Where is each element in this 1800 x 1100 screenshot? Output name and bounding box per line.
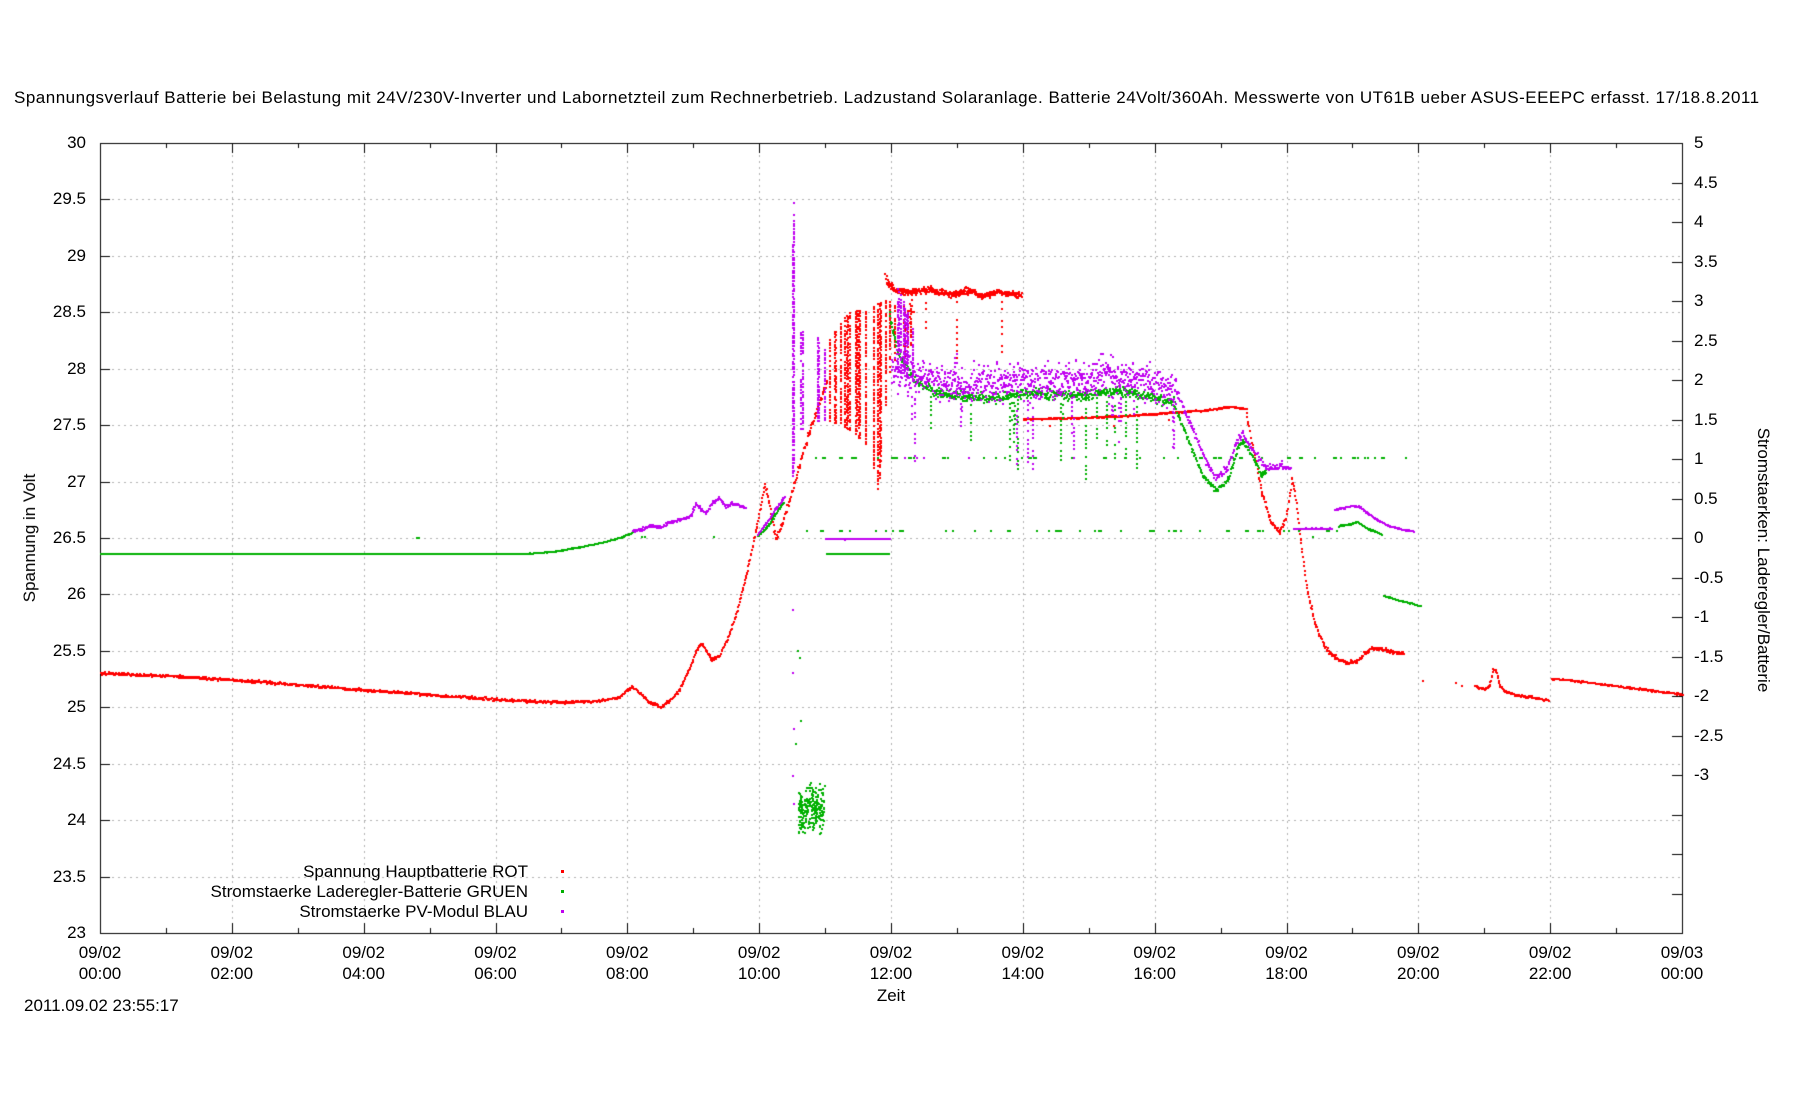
y1-axis-tick-label: 24.5 <box>52 753 86 773</box>
x-axis-tick-label: 09/02 14:00 <box>1001 943 1045 983</box>
y1-axis-tick-label: 30 <box>67 133 86 152</box>
y1-axis-tick-label: 25.5 <box>52 640 86 660</box>
legend-entry-voltage: Spannung Hauptbatterie ROT <box>0 862 564 882</box>
x-axis-tick-label: 09/02 00:00 <box>78 943 122 983</box>
y2-axis-tick-label: 3 <box>1694 291 1704 310</box>
y2-axis-tick-label: 2.5 <box>1694 330 1718 350</box>
y1-axis-tick-label: 25 <box>67 697 86 717</box>
x-axis-tick-label: 09/02 22:00 <box>1528 943 1572 983</box>
y1-axis-tick-label: 29.5 <box>52 189 86 209</box>
y2-axis-tick-label: -1 <box>1694 607 1710 626</box>
chart-title: Spannungsverlauf Batterie bei Belastung … <box>14 88 1760 107</box>
y2-axis-tick-label: -2 <box>1694 686 1710 705</box>
legend-label-voltage: Spannung Hauptbatterie ROT <box>303 862 528 881</box>
x-axis-tick-label: 09/02 02:00 <box>210 943 254 983</box>
y2-axis-tick-label: 0.5 <box>1694 488 1718 508</box>
y1-axis-tick-label: 23 <box>67 923 86 942</box>
y1-axis-tick-label: 26.5 <box>52 528 86 547</box>
y2-axis-tick-label: 5 <box>1694 133 1704 152</box>
y2-axis-tick-label: -1.5 <box>1694 646 1724 666</box>
y2-axis-tick-label: 4 <box>1694 212 1704 231</box>
y1-axis-tick-label: 24 <box>67 810 86 830</box>
y2-axis-tick-label: 4.5 <box>1694 172 1718 192</box>
y1-axis-tick-label: 28.5 <box>52 302 86 322</box>
x-axis-tick-label: 09/02 18:00 <box>1265 943 1308 983</box>
y2-axis-tick-label: 0 <box>1694 528 1704 547</box>
y1-axis-tick-label: 27.5 <box>52 415 86 435</box>
y1-axis-tick-label: 27 <box>67 471 86 491</box>
plot-timestamp: 2011.09.02 23:55:17 <box>24 996 179 1015</box>
x-axis-tick-label: 09/02 10:00 <box>737 943 781 983</box>
y2-axis-tick-label: -3 <box>1694 765 1710 784</box>
y2-axis-tick-label: 1 <box>1694 449 1704 468</box>
y1-axis-tick-label: 28 <box>67 358 86 378</box>
y2-axis-tick-label: 2 <box>1694 370 1704 389</box>
y1-axis-tick-label: 29 <box>67 245 86 265</box>
y2-axis-tick-label: 3.5 <box>1694 251 1718 271</box>
x-axis-tick-label: 09/02 12:00 <box>869 943 913 983</box>
x-axis-tick-label: 09/03 00:00 <box>1660 943 1704 983</box>
y2-axis-tick-label: 1.5 <box>1694 409 1718 429</box>
y2-axis-tick-label: -0.5 <box>1694 567 1724 587</box>
y1-axis-tick-label: 23.5 <box>52 866 86 886</box>
legend-label-controller-current: Stromstaerke Laderegler-Batterie GRUEN <box>210 882 528 901</box>
y1-axis-tick-label: 26 <box>67 584 86 604</box>
legend-marker-controller-dot-icon <box>561 890 564 893</box>
legend-label-pv-current: Stromstaerke PV-Modul BLAU <box>299 902 528 921</box>
x-axis-tick-label: 09/02 06:00 <box>474 943 517 983</box>
legend-marker-voltage-dot-icon <box>561 870 564 873</box>
x-axis-tick-label: 09/02 04:00 <box>342 943 385 983</box>
y2-axis-tick-label: -2.5 <box>1694 725 1724 745</box>
legend-entry-pv-current: Stromstaerke PV-Modul BLAU <box>0 902 564 922</box>
x-axis-tick-label: 09/02 08:00 <box>606 943 649 983</box>
x-axis-tick-label: 09/02 20:00 <box>1397 943 1440 983</box>
legend-marker-pv-dot-icon <box>561 910 564 913</box>
x-axis-tick-label: 09/02 16:00 <box>1133 943 1176 983</box>
legend-entry-controller-current: Stromstaerke Laderegler-Batterie GRUEN <box>0 882 564 902</box>
x-axis-title: Zeit <box>876 986 906 1005</box>
